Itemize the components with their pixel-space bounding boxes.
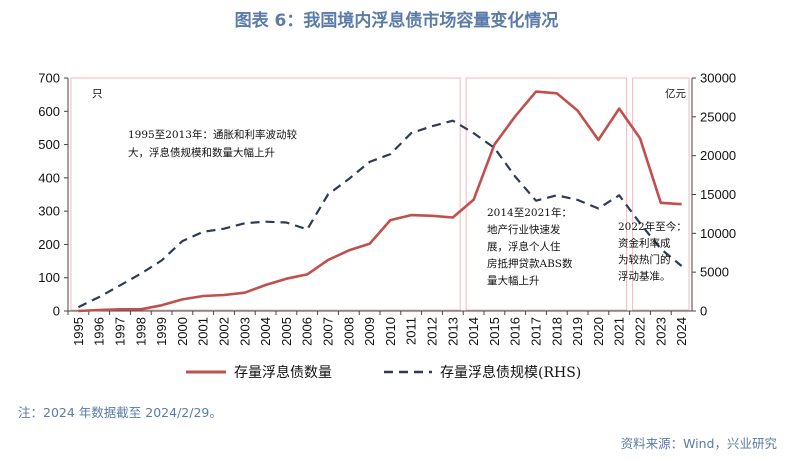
chart: 0 100 200 300 400 500 600 700 0 5000 10000 15000 200… xyxy=(38,71,736,382)
x-tick-label: 2004 xyxy=(258,317,273,346)
period-annotation-1-line: 1995至2013年：通胀和利率波动较 xyxy=(128,128,297,141)
x-tick-label: 2010 xyxy=(383,317,398,346)
x-tick-label: 2011 xyxy=(404,317,419,345)
x-tick-label: 2023 xyxy=(653,317,668,346)
right-tick-label: 10000 xyxy=(700,226,736,241)
right-axis-label: 亿元 xyxy=(665,87,686,100)
x-tick-label: 2000 xyxy=(175,317,190,346)
x-tick-label: 2012 xyxy=(425,317,440,346)
source-note: 资料来源：Wind，兴业研究 xyxy=(620,436,777,451)
x-tick-label: 2024 xyxy=(674,317,689,346)
period-annotation-3-line: 2022年至今： xyxy=(618,220,687,233)
left-tick-label: 700 xyxy=(38,71,60,86)
x-tick-label: 2020 xyxy=(591,317,606,346)
left-axis-label: 只 xyxy=(92,88,103,100)
left-tick-label: 400 xyxy=(38,170,60,185)
left-tick-label: 100 xyxy=(38,270,60,285)
series-line-1 xyxy=(78,90,682,313)
period-annotation-1-line: 大，浮息债规模和数量大幅上升 xyxy=(128,146,275,159)
right-tick-label: 5000 xyxy=(700,265,729,280)
x-tick-label: 2007 xyxy=(321,317,336,346)
right-tick-label: 15000 xyxy=(700,187,736,202)
x-tick-label: 1995 xyxy=(71,317,86,346)
x-tick-label: 1999 xyxy=(154,317,169,346)
x-tick-label: 1997 xyxy=(113,317,128,346)
x-tick-label: 2014 xyxy=(466,317,481,346)
period-boxes xyxy=(70,77,690,311)
left-tick-label: 500 xyxy=(38,137,60,152)
x-tick-label: 2019 xyxy=(570,317,585,346)
right-tick-label: 30000 xyxy=(700,71,736,86)
period-annotation-3-line: 为较热门的 xyxy=(618,253,671,266)
period-annotation-2-line: 量大幅上升 xyxy=(487,274,540,287)
period-box-3 xyxy=(632,77,690,311)
x-tick-label: 2001 xyxy=(196,317,211,346)
period-annotation-3-line: 资金利率成 xyxy=(618,237,671,250)
legend: 存量浮息债数量 存量浮息债规模(RHS) xyxy=(186,364,581,381)
page-title: 图表 6：我国境内浮息债市场容量变化情况 xyxy=(234,11,559,31)
period-annotation-2-line: 展，浮息个人住 xyxy=(487,240,561,253)
legend-label-1: 存量浮息债数量 xyxy=(234,364,332,381)
footnote: 注：2024 年数据截至 2024/2/29。 xyxy=(18,405,222,420)
x-tick-label: 1998 xyxy=(133,317,148,346)
x-tick-label: 2005 xyxy=(279,317,294,346)
left-tick-label: 200 xyxy=(38,237,60,252)
left-tick-label: 0 xyxy=(53,304,60,319)
axes: 0 100 200 300 400 500 600 700 0 5000 10000 15000 200… xyxy=(38,71,736,346)
left-tick-label: 300 xyxy=(38,204,60,219)
left-tick-label: 600 xyxy=(38,104,60,119)
series-lines xyxy=(77,90,683,313)
period-box-1 xyxy=(70,77,461,311)
period-annotation-3-line: 浮动基准。 xyxy=(618,270,671,283)
x-tick-label: 2018 xyxy=(549,317,564,346)
period-annotation-2-line: 地产行业快速发 xyxy=(487,223,561,236)
x-tick-label: 2008 xyxy=(341,317,356,346)
x-tick-label: 2016 xyxy=(508,317,523,346)
period-box-2 xyxy=(465,77,628,311)
right-tick-label: 25000 xyxy=(700,109,736,124)
x-tick-label: 2002 xyxy=(217,317,232,346)
x-tick-label: 2009 xyxy=(362,317,377,346)
x-tick-label: 2013 xyxy=(445,317,460,346)
legend-label-2: 存量浮息债规模(RHS) xyxy=(440,364,581,381)
x-tick-label: 2006 xyxy=(300,317,315,346)
x-tick-label: 2017 xyxy=(529,317,544,346)
x-tick-label: 2021 xyxy=(612,317,627,346)
period-annotation-2-line: 2014至2021年： xyxy=(487,206,572,219)
period-annotation-2-line: 房抵押贷款ABS数 xyxy=(487,257,573,270)
right-tick-label: 20000 xyxy=(700,148,736,163)
x-tick-label: 2015 xyxy=(487,317,502,346)
right-tick-label: 0 xyxy=(700,304,707,319)
x-tick-label: 1996 xyxy=(92,317,107,346)
series-line-2 xyxy=(77,119,683,309)
x-tick-label: 2022 xyxy=(633,317,648,346)
x-tick-label: 2003 xyxy=(237,317,252,346)
